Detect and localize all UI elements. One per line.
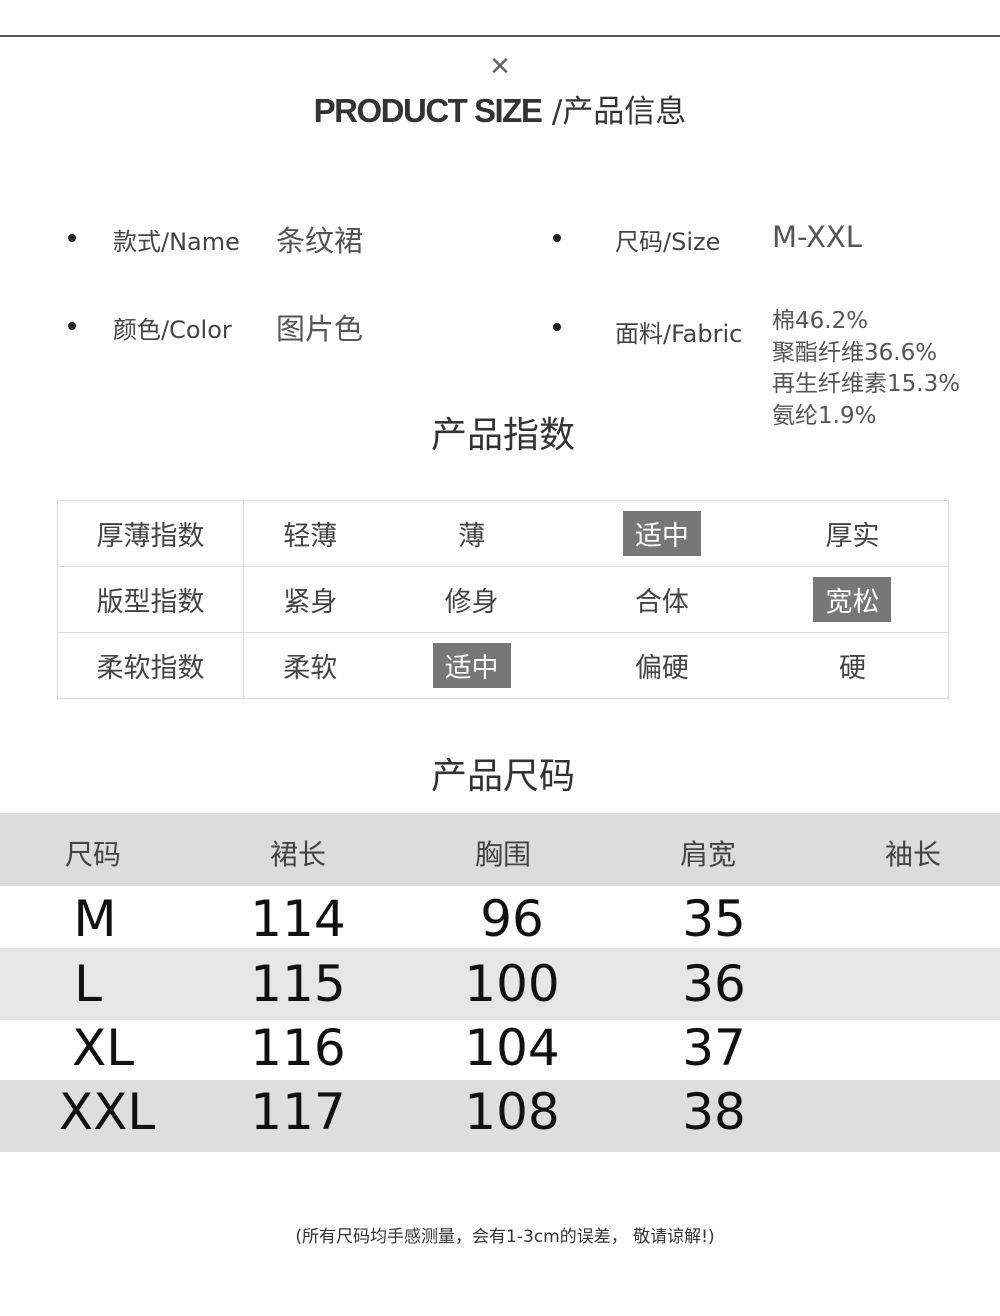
index-option: 合体 <box>634 587 689 618</box>
size-cell: 36 <box>682 955 746 1013</box>
size-cell: XL <box>71 1019 135 1077</box>
index-option-cell: 厚实 <box>756 500 949 567</box>
size-cell: 117 <box>250 1083 346 1141</box>
size-header-cell: 尺码 <box>64 838 121 871</box>
index-option: 紧身 <box>283 587 338 618</box>
title-separator: / <box>551 94 563 130</box>
color-value: 图片色 <box>276 312 364 346</box>
index-label: 柔软指数 <box>57 632 244 699</box>
index-option-cell: 宽松 <box>756 566 949 633</box>
size-table-header <box>0 813 1000 886</box>
fabric-values: 棉46.2% 聚酯纤维36.6% 再生纤维素15.3% 氨纶1.9% <box>772 306 960 432</box>
title-en: PRODUCT SIZE <box>313 92 543 129</box>
index-option-selected: 宽松 <box>813 577 892 622</box>
bullet-icon <box>68 322 76 330</box>
name-label: 款式/Name <box>113 228 240 256</box>
bullet-icon <box>553 234 561 242</box>
index-row: 柔软指数 柔软 适中 偏硬 硬 <box>57 632 949 699</box>
index-section-title: 产品指数 <box>430 415 575 456</box>
index-option-cell: 合体 <box>566 566 757 633</box>
size-section-title: 产品尺码 <box>430 756 575 797</box>
x-mark-icon: ✕ <box>489 52 511 82</box>
index-option-cell: 修身 <box>376 566 567 633</box>
index-option: 轻薄 <box>283 521 338 552</box>
size-cell: L <box>74 955 102 1013</box>
index-option: 厚实 <box>825 521 880 552</box>
size-row-band <box>0 1080 1000 1152</box>
size-cell: 35 <box>682 890 746 948</box>
size-cell: M <box>73 890 117 948</box>
product-index-table: 厚薄指数 轻薄薄适中 厚实 版型指数 紧身 修身 合体 宽松 柔软指数 柔软 适中 偏硬硬 <box>57 500 949 699</box>
fabric-value: 棉46.2% <box>772 308 869 334</box>
index-option-selected: 适中 <box>432 643 511 688</box>
index-option-cell: 硬 <box>756 632 949 699</box>
index-option: 薄 <box>458 521 486 552</box>
index-option: 柔软 <box>283 653 338 684</box>
index-option: 修身 <box>444 587 499 618</box>
index-option-selected: 适中 <box>622 511 701 556</box>
fabric-value: 再生纤维素15.3% <box>772 371 961 397</box>
fabric-value: 聚酯纤维36.6% <box>772 339 938 366</box>
index-label: 厚薄指数 <box>57 500 244 567</box>
index-option-cell: 适中 <box>566 500 757 567</box>
size-cell: 37 <box>682 1019 746 1077</box>
size-cell: 104 <box>464 1019 560 1077</box>
name-value: 条纹裙 <box>276 224 364 258</box>
size-cell: 115 <box>250 955 346 1013</box>
size-cell: 116 <box>250 1019 346 1077</box>
size-cell: 100 <box>464 955 560 1013</box>
title-cn: 产品信息 <box>562 94 687 130</box>
index-option-cell: 柔软 <box>243 632 377 699</box>
size-value: M-XXL <box>772 220 862 254</box>
size-header-cell: 肩宽 <box>679 838 736 871</box>
fabric-value: 氨纶1.9% <box>772 402 877 429</box>
index-label: 版型指数 <box>57 566 244 633</box>
page-title: PRODUCT SIZE /产品信息 <box>0 86 1000 131</box>
size-label: 尺码/Size <box>615 228 721 256</box>
index-option-cell: 薄 <box>376 500 567 567</box>
bullet-icon <box>68 234 76 242</box>
index-option-cell: 紧身 <box>243 566 377 633</box>
size-row-band <box>0 948 1000 1020</box>
index-option-cell: 偏硬 <box>566 632 757 699</box>
top-divider <box>0 35 1000 37</box>
index-option: 偏硬 <box>634 653 689 684</box>
size-header-cell: 裙长 <box>269 838 326 871</box>
size-header-cell: 袖长 <box>884 838 941 871</box>
bullet-icon <box>553 323 561 331</box>
size-header-cell: 胸围 <box>474 838 531 871</box>
index-row: 版型指数 紧身 修身 合体 宽松 <box>57 566 949 633</box>
size-cell: 114 <box>250 890 346 948</box>
size-cell: XXL <box>58 1083 156 1141</box>
index-option-cell: 轻薄 <box>243 500 377 567</box>
fabric-label: 面料/Fabric <box>615 320 743 348</box>
measurement-footnote: (所有尺码均手感测量，会有1-3cm的误差， 敬请谅解!) <box>295 1227 715 1247</box>
size-cell: 108 <box>464 1083 560 1141</box>
index-option: 硬 <box>838 653 866 684</box>
size-cell: 38 <box>682 1083 746 1141</box>
size-cell: 96 <box>480 890 544 948</box>
index-option-cell: 适中 <box>376 632 567 699</box>
color-label: 颜色/Color <box>113 316 232 344</box>
index-row: 厚薄指数 轻薄 薄 适中 厚实 <box>57 500 949 567</box>
